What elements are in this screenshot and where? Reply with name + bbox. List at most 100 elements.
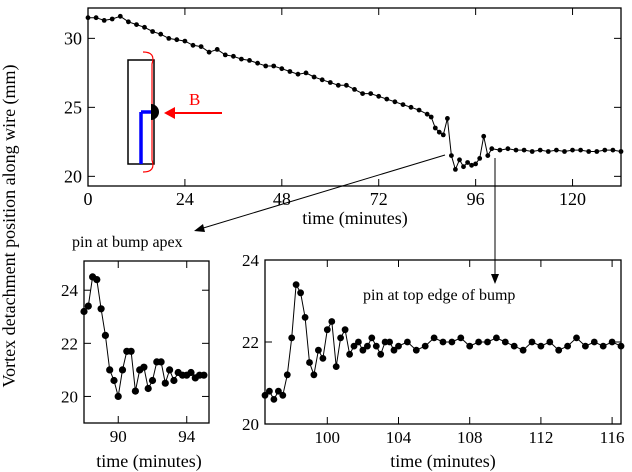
- data-point: [337, 334, 344, 342]
- data-point: [271, 63, 277, 69]
- data-point: [292, 281, 300, 288]
- data-point: [481, 133, 487, 139]
- bump-pin-semicircle: [151, 104, 159, 120]
- data-point: [319, 355, 327, 362]
- data-point: [395, 342, 402, 350]
- shared-y-axis-label: Vortex detachment position along wire (m…: [0, 64, 20, 387]
- data-point: [408, 104, 414, 110]
- data-point: [319, 77, 325, 83]
- data-point: [158, 31, 164, 37]
- data-point: [200, 371, 208, 379]
- data-point: [157, 358, 165, 366]
- data-point: [150, 29, 156, 34]
- data-point: [161, 379, 169, 387]
- data-point: [335, 82, 341, 88]
- data-point: [97, 305, 105, 313]
- data-point: [84, 302, 92, 310]
- data-point: [392, 99, 398, 105]
- data-point: [537, 342, 545, 350]
- data-point: [261, 391, 269, 399]
- data-point: [350, 342, 358, 350]
- data-point: [513, 147, 519, 153]
- data-point: [166, 36, 172, 41]
- data-point: [545, 149, 551, 154]
- y-tick-label: 24: [61, 281, 79, 300]
- data-point: [386, 338, 393, 346]
- x-tick-label: 112: [528, 428, 553, 447]
- data-point: [110, 376, 118, 385]
- data-point: [190, 42, 196, 48]
- data-point: [101, 18, 107, 23]
- data-point: [287, 69, 293, 74]
- x-tick-label: 108: [457, 428, 483, 447]
- data-point: [590, 338, 598, 346]
- y-tick-label: 30: [64, 28, 82, 48]
- data-point: [327, 80, 333, 85]
- data-point: [301, 314, 309, 321]
- data-point: [355, 338, 362, 346]
- data-point: [198, 44, 204, 49]
- data-point: [599, 342, 607, 350]
- data-point: [214, 47, 220, 52]
- data-point: [485, 153, 491, 159]
- field-label: B: [189, 90, 200, 109]
- data-point: [134, 22, 139, 27]
- field-arrow-head: [164, 107, 175, 119]
- data-point: [586, 149, 592, 154]
- y-tick-label: 20: [64, 166, 82, 186]
- y-tick-label: 22: [242, 333, 259, 352]
- data-point: [497, 147, 503, 153]
- data-point: [255, 60, 260, 66]
- data-point: [93, 276, 101, 284]
- y-tick-label: 24: [242, 251, 260, 270]
- data-point: [570, 147, 575, 153]
- data-point: [206, 49, 212, 55]
- data-point: [352, 87, 357, 92]
- data-point: [174, 37, 180, 43]
- data-point: [315, 346, 322, 354]
- data-point: [263, 63, 269, 69]
- data-point: [187, 368, 195, 377]
- data-point: [311, 74, 317, 80]
- x-tick-label: 100: [315, 428, 341, 447]
- top-edge-x-axis-label: time (minutes): [390, 451, 495, 472]
- data-point: [521, 147, 527, 153]
- x-tick-label: 48: [273, 189, 291, 209]
- x-tick-label: 90: [110, 427, 127, 446]
- data-point: [109, 16, 115, 22]
- data-point: [360, 91, 365, 96]
- y-tick-label: 22: [61, 334, 78, 353]
- annotation-top-edge: pin at top edge of bump: [363, 287, 515, 304]
- main-axis-ticks: 0 24 48 72 96 120 20 25 30: [64, 8, 621, 209]
- data-point: [368, 334, 376, 342]
- data-point: [166, 366, 174, 374]
- data-point: [279, 391, 287, 399]
- data-point: [310, 371, 318, 379]
- y-tick-label: 20: [61, 387, 78, 406]
- data-point: [465, 160, 470, 165]
- data-point: [432, 125, 438, 131]
- data-point: [562, 149, 567, 154]
- data-point: [436, 129, 442, 135]
- wire-schematic: B: [127, 51, 222, 173]
- data-point: [477, 156, 483, 161]
- data-point: [85, 15, 91, 21]
- data-point: [400, 102, 406, 107]
- data-point: [283, 371, 291, 379]
- data-point: [453, 167, 458, 172]
- data-point: [421, 342, 429, 350]
- data-point: [142, 24, 147, 30]
- data-point: [114, 392, 122, 400]
- data-point: [554, 147, 559, 153]
- x-tick-label: 72: [370, 189, 388, 209]
- data-point: [475, 338, 482, 346]
- x-tick-label: 24: [176, 189, 194, 209]
- apex-axis-ticks: 90 94 20 22 24: [61, 261, 209, 446]
- main-x-axis-label: time (minutes): [302, 208, 407, 229]
- data-point: [537, 147, 543, 153]
- data-point: [222, 52, 228, 58]
- main-plot-frame: [87, 7, 622, 187]
- data-point: [295, 71, 301, 77]
- x-tick-label: 116: [600, 428, 625, 447]
- data-point: [131, 387, 139, 395]
